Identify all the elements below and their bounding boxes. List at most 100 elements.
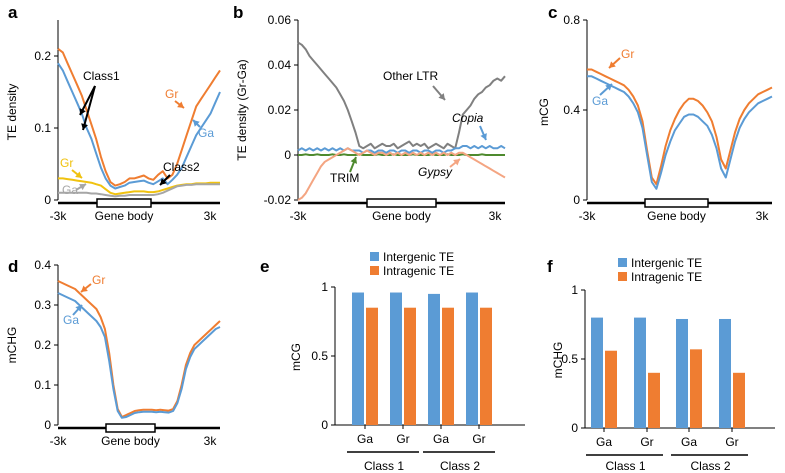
legend-label: Intergenic TE — [383, 250, 454, 264]
panel-b: -0.02 0 0.02 0.04 0.06 TE density (Gr-Ga) -3k G… — [235, 13, 506, 223]
category-label: Ga — [433, 432, 449, 446]
arrow-head — [350, 157, 358, 164]
y-tick-label: 0.5 — [561, 352, 578, 366]
bar-intragenic — [404, 307, 416, 425]
arrow-ga — [599, 83, 613, 96]
panel-letter-c: c — [548, 3, 557, 22]
group-label: Class 1 — [364, 459, 404, 473]
series-line-gr — [587, 68, 773, 186]
y-tick-label: 0.8 — [563, 13, 580, 27]
arrow-head — [177, 101, 184, 108]
category-label: Ga — [681, 435, 697, 449]
arrow-head — [79, 184, 86, 191]
arrow-gr — [80, 283, 92, 293]
annotation-class2: Class2 — [163, 160, 200, 174]
annotation-copia: Copia — [452, 111, 484, 125]
bar-intragenic — [605, 350, 617, 428]
gene-body-box — [366, 198, 437, 208]
arrow-head — [79, 108, 86, 115]
bar-intragenic — [733, 372, 745, 428]
y-axis-label: mCG — [289, 343, 303, 371]
series-line-other_ltr — [297, 41, 506, 150]
bar-intergenic — [390, 292, 402, 425]
panel-c: 0 0.4 0.8 mCG -3k Gene body 3k Gr Ga — [537, 13, 773, 223]
x-label-right: 3k — [756, 209, 770, 223]
y-tick-label: 0.4 — [34, 258, 51, 272]
panel-letter-e: e — [260, 257, 269, 276]
annotation-gypsy: Gypsy — [418, 165, 453, 179]
y-tick-label: 0.5 — [311, 349, 328, 363]
legend-label: Intragenic TE — [631, 270, 702, 284]
x-label-center: Gene body — [101, 434, 160, 448]
annotation-ga: Ga — [592, 94, 608, 108]
x-label-right: 3k — [204, 209, 218, 223]
arrow-head — [81, 285, 88, 292]
category-label: Gr — [472, 432, 485, 446]
panel-letter-d: d — [8, 257, 18, 276]
arrow-ga-class2 — [75, 183, 87, 191]
annotation-class1: Class1 — [83, 69, 120, 83]
x-label-left: -3k — [579, 209, 597, 223]
y-tick-label: 0 — [573, 193, 580, 207]
legend-label: Intergenic TE — [631, 256, 702, 270]
series-line-gypsy — [297, 147, 506, 201]
x-label-right: 3k — [204, 434, 218, 448]
x-label-left: -3k — [50, 209, 68, 223]
series-line-gr — [57, 280, 221, 418]
annotation-gr: Gr — [165, 87, 178, 101]
annotation-ga: Ga — [63, 313, 79, 327]
arrow-head — [480, 133, 487, 140]
arrow-copia — [479, 125, 487, 141]
panel-letter-f: f — [547, 257, 553, 276]
category-label: Gr — [396, 432, 409, 446]
arrow-class1-a — [81, 85, 96, 131]
arrow-head — [438, 93, 445, 100]
arrow-ga — [192, 119, 201, 128]
gene-body-box — [105, 423, 156, 433]
x-label-left: -3k — [50, 434, 68, 448]
annotation-gr: Gr — [621, 47, 634, 61]
arrow-head — [160, 178, 167, 185]
bar-intergenic — [719, 318, 731, 428]
annotation-ga-class2: Ga — [62, 183, 78, 197]
x-label-center: Gene body — [372, 209, 431, 223]
arrow-class2 — [159, 174, 171, 186]
arrow-head — [605, 84, 612, 91]
legend-swatch — [618, 272, 627, 281]
arrow-shaft — [82, 85, 96, 131]
panel-letter-b: b — [233, 3, 243, 22]
y-tick-label: 0.2 — [34, 49, 51, 63]
arrow-head — [193, 120, 200, 127]
y-axis-label: TE density — [5, 84, 19, 141]
y-tick-label: 1 — [571, 283, 578, 297]
bar-intragenic — [648, 372, 660, 428]
group-label: Class 1 — [605, 459, 645, 473]
arrow-other-ltr — [432, 85, 446, 101]
arrow-trim — [349, 156, 358, 173]
annotation-gr-class2: Gr — [60, 156, 73, 170]
y-axis-label: mCG — [537, 98, 551, 126]
y-tick-label: 0 — [284, 148, 291, 162]
gene-body-box — [644, 198, 709, 208]
category-label: Gr — [725, 435, 738, 449]
arrow-class1-b — [79, 85, 96, 116]
arrow-head — [453, 159, 460, 166]
arrow-head — [75, 171, 82, 178]
arrow-ga — [72, 304, 83, 316]
bar-intergenic — [676, 318, 688, 428]
category-label: Gr — [640, 435, 653, 449]
y-tick-label: 0.4 — [563, 103, 580, 117]
annotation-trim: TRIM — [330, 171, 359, 185]
y-axis-label: mCHG — [551, 342, 565, 379]
x-label-right: 3k — [489, 209, 503, 223]
bar-intragenic — [442, 307, 454, 425]
category-label: Ga — [596, 435, 612, 449]
bar-intergenic — [591, 317, 603, 428]
bar-intragenic — [480, 307, 492, 425]
y-tick-label: 0.2 — [34, 338, 51, 352]
legend-swatch — [618, 258, 627, 267]
x-label-left: -3k — [290, 209, 308, 223]
